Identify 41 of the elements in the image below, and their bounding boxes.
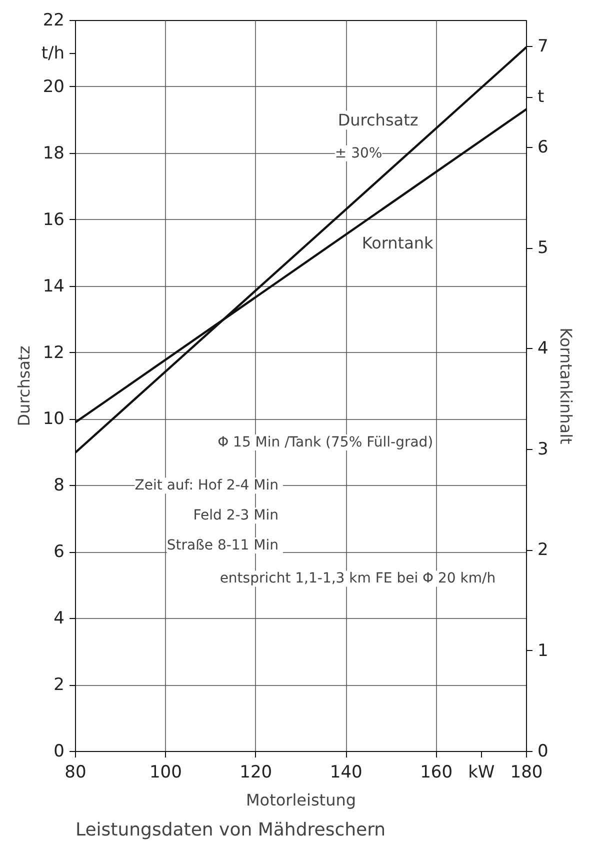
x-tick-label: 180 — [510, 762, 543, 782]
y-tick-label: 14 — [42, 276, 65, 296]
y-tick-label: 20 — [42, 76, 65, 97]
y2-tick-label: 0 — [538, 742, 548, 762]
y2-tick-label: 7 — [538, 36, 548, 57]
y2-axis-title: Korntankinhalt — [556, 328, 576, 444]
y-tick-label: 10 — [42, 409, 65, 430]
y2-tick-label: 3 — [538, 439, 548, 460]
x-tick-label: 160 — [420, 762, 453, 782]
y2-tick-label: 6 — [538, 137, 548, 158]
x-tick-label: kW — [468, 762, 495, 782]
annotation: entspricht 1,1-1,3 km FE bei Φ 20 km/h — [220, 570, 496, 587]
series-label: Korntank — [362, 234, 434, 253]
y-tick-label: 4 — [54, 608, 65, 629]
y-tick-label: 6 — [54, 542, 65, 562]
x-axis-title: Motorleistung — [246, 790, 356, 810]
annotation: ± 30% — [334, 145, 382, 162]
y-tick-label: 0 — [54, 742, 65, 762]
annotation: Φ 15 Min /Tank (75% Füll-grad) — [218, 434, 434, 450]
x-tick-label: 140 — [330, 762, 362, 782]
y2-tick-label: 5 — [538, 238, 548, 258]
y-tick-label: 12 — [42, 342, 65, 363]
y2-tick-label: t — [538, 87, 544, 108]
x-tick-label: 100 — [149, 762, 182, 782]
text: Leistungsdaten von Mähdreschern — [76, 820, 386, 840]
y-tick-label: 18 — [42, 143, 65, 164]
annotation: Straße 8-11 Min — [166, 537, 279, 554]
y2-tick-label: 4 — [538, 338, 548, 359]
y-tick-label: 8 — [54, 476, 65, 496]
series-label: Durchsatz — [338, 110, 418, 130]
y-axis-title: Durchsatz — [14, 346, 34, 426]
x-tick-label: 120 — [240, 762, 272, 782]
y-tick-label: t/h — [41, 44, 65, 64]
annotation: Feld 2-3 Min — [193, 508, 279, 524]
y-tick-label: 16 — [42, 210, 65, 230]
y2-tick-label: 2 — [538, 540, 548, 560]
y-tick-label: 2 — [54, 675, 65, 696]
x-tick-label: 80 — [64, 762, 86, 782]
y-tick-label: 22 — [42, 10, 65, 30]
annotation: Zeit auf: Hof 2-4 Min — [134, 478, 279, 494]
y2-tick-label: 1 — [538, 640, 548, 661]
